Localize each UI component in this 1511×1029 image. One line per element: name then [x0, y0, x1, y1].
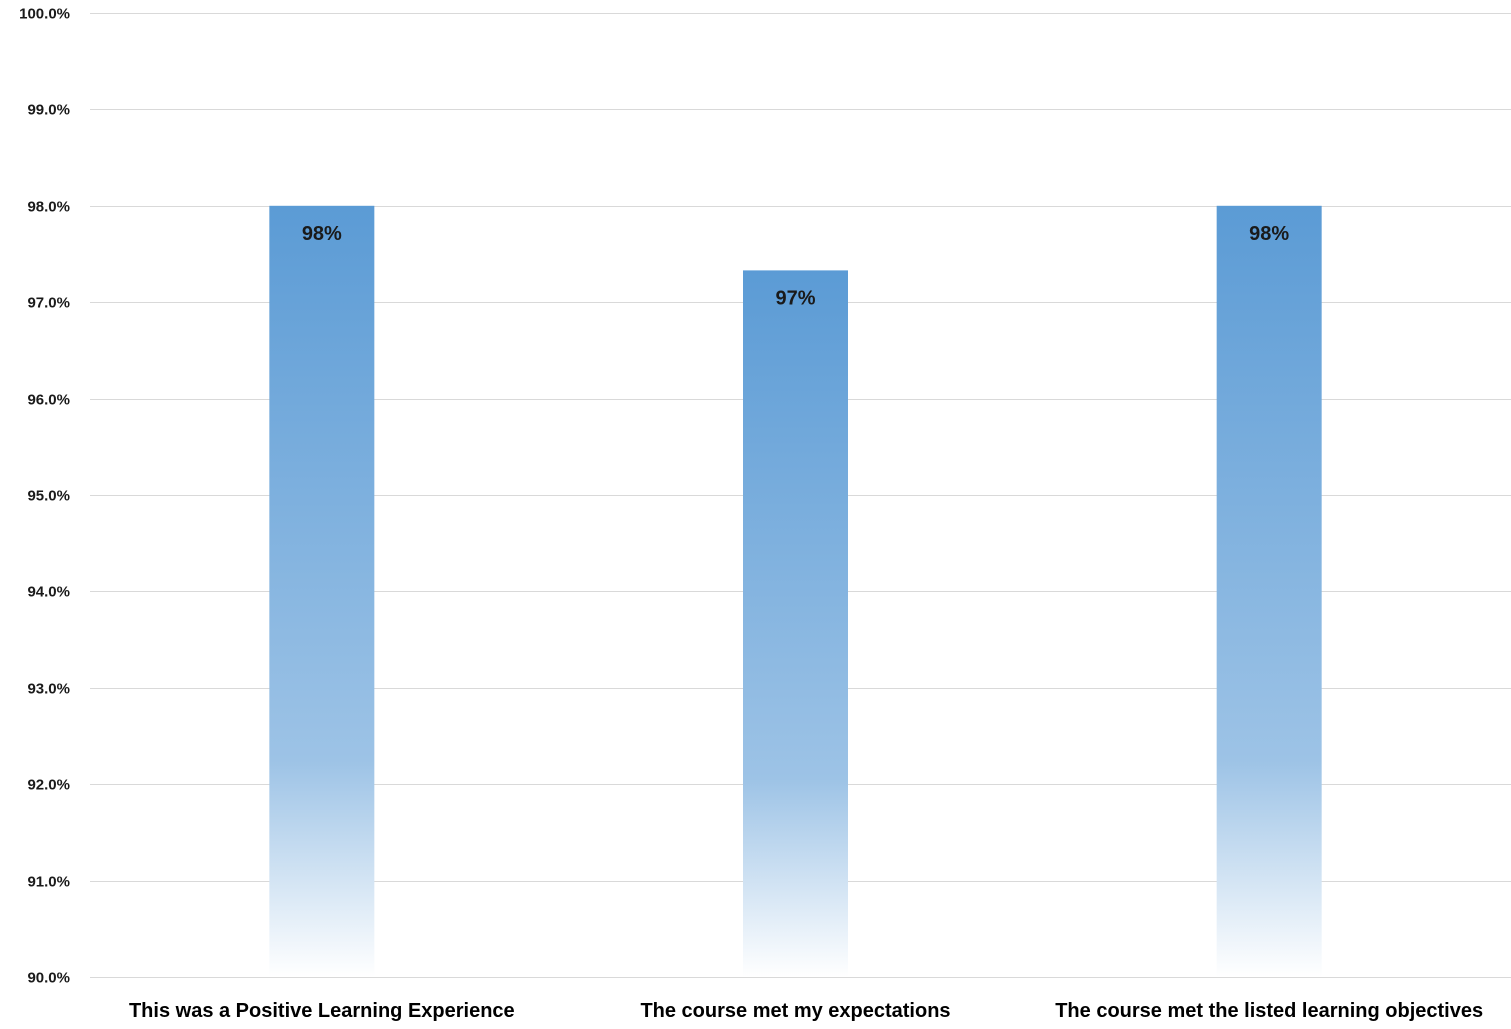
y-tick-label: 98.0% [27, 199, 70, 216]
y-tick-label: 96.0% [27, 392, 70, 409]
data-label: 98% [1249, 223, 1289, 245]
x-category-label: The course met my expectations [640, 1000, 950, 1022]
bar [743, 270, 848, 977]
y-tick-label: 97.0% [27, 295, 70, 312]
y-tick-label: 90.0% [27, 970, 70, 987]
y-tick-label: 91.0% [27, 874, 70, 891]
y-tick-label: 94.0% [27, 584, 70, 601]
x-axis: This was a Positive Learning Experience T… [129, 1000, 1483, 1022]
x-category-label: The course met the listed learning objec… [1055, 1000, 1483, 1022]
y-tick-label: 100.0% [19, 6, 70, 23]
y-tick-label: 95.0% [27, 488, 70, 505]
bar [1216, 205, 1322, 978]
y-tick-label: 93.0% [27, 681, 70, 698]
data-labels: 98% 97% 98% [302, 223, 1290, 310]
data-label: 97% [775, 287, 815, 309]
data-label: 98% [302, 223, 342, 245]
y-tick-label: 92.0% [27, 777, 70, 794]
y-tick-label: 99.0% [27, 102, 70, 119]
x-category-label: This was a Positive Learning Experience [129, 1000, 515, 1022]
bar [269, 205, 375, 978]
y-axis: 90.0% 91.0% 92.0% 93.0% 94.0% 95.0% 96.0% 97.0%… [19, 6, 70, 987]
bars [269, 205, 1322, 978]
